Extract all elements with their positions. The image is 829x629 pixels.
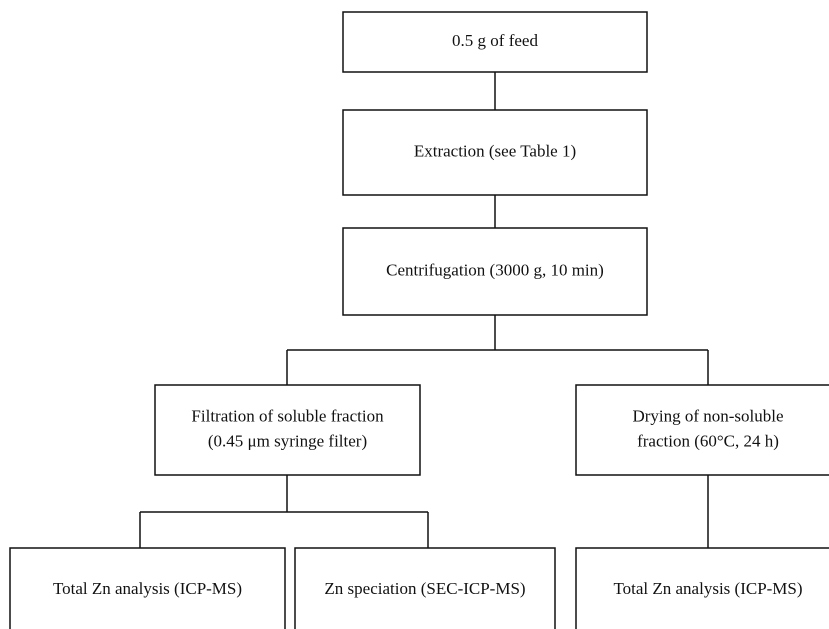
box-label: 0.5 g of feed xyxy=(452,31,538,50)
box xyxy=(575,384,829,476)
box-label: Drying of non-soluble xyxy=(632,406,783,425)
connectors xyxy=(139,72,709,548)
box-label: Total Zn analysis (ICP-MS) xyxy=(613,579,802,598)
box xyxy=(575,547,829,629)
box-label: (0.45 μm syringe filter) xyxy=(208,431,367,450)
box xyxy=(342,227,648,316)
box-label: Filtration of soluble fraction xyxy=(191,406,384,425)
box-label: Extraction (see Table 1) xyxy=(414,141,576,160)
box-label: Centrifugation (3000 g, 10 min) xyxy=(386,260,604,279)
box xyxy=(9,547,286,629)
box-label: Zn speciation (SEC-ICP-MS) xyxy=(324,579,525,598)
boxes: 0.5 g of feed Extraction (see Table 1) Cen… xyxy=(9,11,829,629)
box xyxy=(154,384,421,476)
box-label: fraction (60°C, 24 h) xyxy=(637,431,779,450)
box xyxy=(342,11,648,73)
box xyxy=(294,547,556,629)
box-label: Total Zn analysis (ICP-MS) xyxy=(53,579,242,598)
box xyxy=(342,109,648,196)
